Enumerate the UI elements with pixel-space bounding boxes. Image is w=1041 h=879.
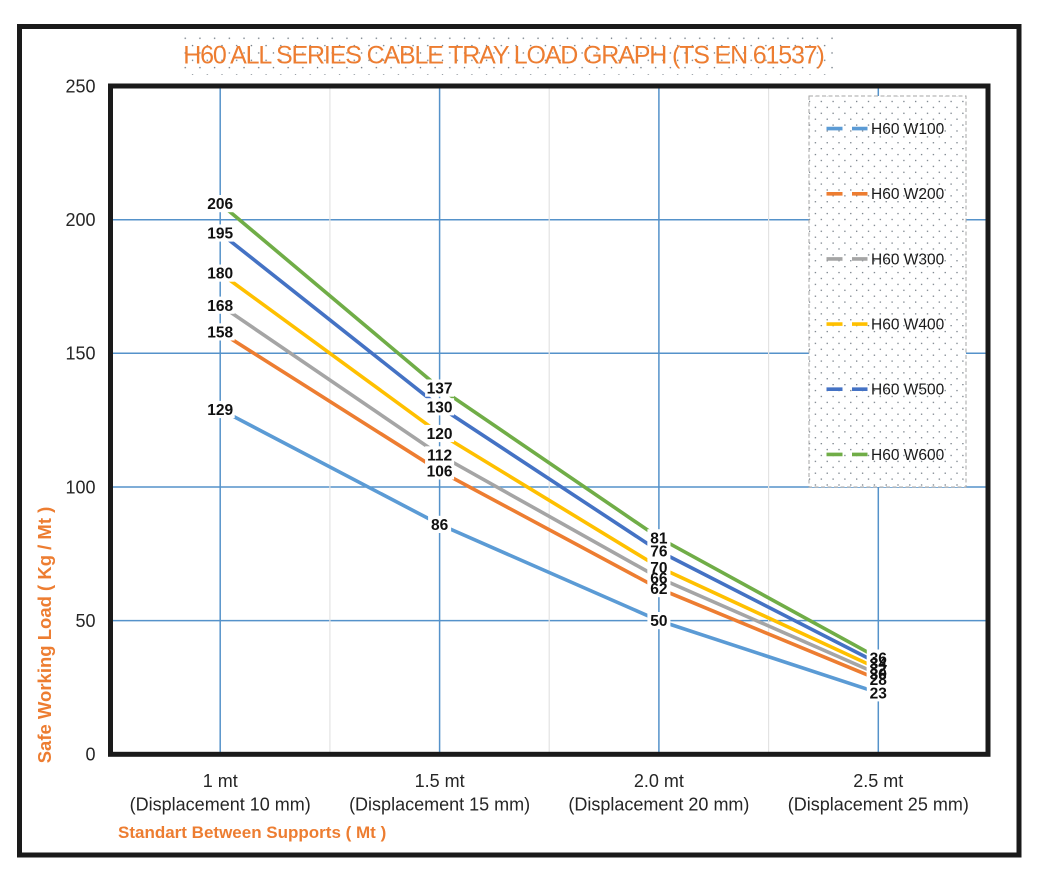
svg-text:250: 250 [65,76,95,96]
svg-text:H60 W200: H60 W200 [871,186,945,203]
svg-text:23: 23 [870,685,888,702]
svg-text:106: 106 [427,464,453,481]
svg-text:137: 137 [427,381,453,398]
svg-text:129: 129 [207,402,233,419]
svg-text:(Displacement 25 mm): (Displacement 25 mm) [788,795,969,815]
svg-text:168: 168 [207,298,233,315]
svg-text:200: 200 [65,210,95,230]
svg-text:H60 W100: H60 W100 [871,121,945,138]
svg-text:1 mt: 1 mt [203,771,238,791]
svg-text:120: 120 [427,426,453,443]
svg-text:28: 28 [870,672,888,689]
svg-text:62: 62 [650,581,667,598]
svg-text:Standart Between Supports ( Mt: Standart Between Supports ( Mt ) [118,823,386,842]
svg-text:30: 30 [870,667,887,684]
svg-text:130: 130 [427,399,453,416]
svg-text:150: 150 [65,344,95,364]
svg-text:112: 112 [427,448,452,465]
svg-text:H60 W400: H60 W400 [871,317,945,334]
svg-text:195: 195 [207,226,233,243]
svg-text:2.5 mt: 2.5 mt [853,771,903,791]
svg-text:(Displacement 15 mm): (Displacement 15 mm) [349,795,530,815]
svg-text:86: 86 [431,517,449,534]
svg-text:H60 ALL SERIES CABLE TRAY LOAD: H60 ALL SERIES CABLE TRAY LOAD GRAPH (TS… [183,42,823,70]
svg-text:32: 32 [870,661,887,678]
svg-text:50: 50 [650,613,667,630]
svg-text:Safe Working Load ( Kg / Mt ): Safe Working Load ( Kg / Mt ) [34,507,55,764]
svg-text:H60 W600: H60 W600 [871,447,945,464]
svg-text:2.0 mt: 2.0 mt [634,771,684,791]
svg-text:158: 158 [207,325,233,342]
svg-text:70: 70 [650,560,667,577]
svg-text:H60 W300: H60 W300 [871,251,945,268]
svg-text:180: 180 [207,266,233,283]
svg-text:H60 W500: H60 W500 [871,382,945,399]
svg-text:100: 100 [65,477,95,497]
svg-text:36: 36 [870,651,888,668]
svg-text:76: 76 [650,544,668,561]
svg-text:66: 66 [650,570,668,587]
svg-text:34: 34 [870,656,888,673]
svg-text:(Displacement 10 mm): (Displacement 10 mm) [130,795,311,815]
svg-text:50: 50 [75,611,95,631]
svg-text:(Displacement 20 mm): (Displacement 20 mm) [568,795,749,815]
svg-text:206: 206 [207,196,233,213]
svg-text:1.5 mt: 1.5 mt [415,771,465,791]
svg-text:81: 81 [650,530,668,547]
svg-text:0: 0 [85,745,95,765]
